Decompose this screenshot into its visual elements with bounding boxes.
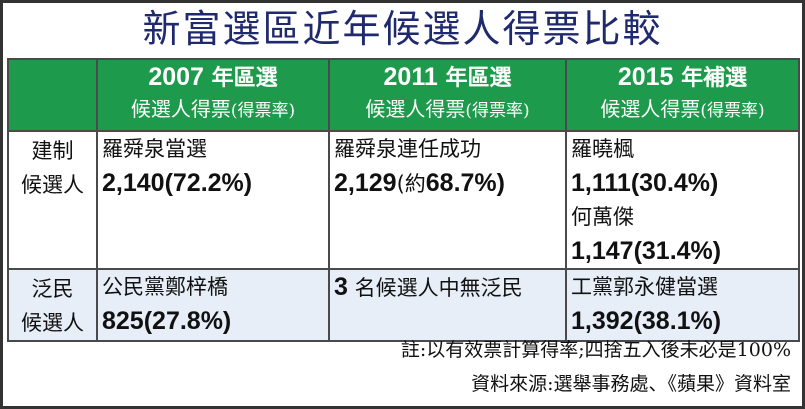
header-2015: 2015 年補選 候選人得票(得票率) bbox=[565, 58, 800, 132]
cell-est-2011: 羅舜泉連任成功 2,129(約68.7%) bbox=[328, 130, 567, 270]
cell-est-2011-name: 羅舜泉連任成功 bbox=[334, 137, 481, 161]
cell-dem-2015-votes: 1,392 bbox=[571, 307, 634, 335]
cell-dem-2007-rate: (27.8%) bbox=[143, 307, 232, 335]
cell-est-2007-rate: (72.2%) bbox=[164, 169, 253, 197]
page-title: 新富選區近年候選人得票比較 bbox=[142, 7, 663, 51]
cell-dem-2015: 工黨郭永健當選 1,392(38.1%) bbox=[565, 268, 800, 342]
comparison-table: 2007 年區選 候選人得票(得票率) 2011 年區選 候選人得票(得票率) … bbox=[7, 58, 800, 342]
row-label-establishment: 建制 候選人 bbox=[7, 130, 98, 270]
table-row-establishment: 建制 候選人 羅舜泉當選 2,140(72.2%) 羅舜泉連任成功 2,129(… bbox=[7, 130, 800, 270]
header-2011-paren: (得票率) bbox=[465, 101, 530, 121]
footnote-source: 資料來源:選舉事務處、《蘋果》資料室 bbox=[471, 373, 791, 395]
row-label-democrat: 泛民 候選人 bbox=[7, 268, 98, 342]
cell-est-2007-votes: 2,140 bbox=[102, 169, 165, 197]
cell-dem-2015-name: 工黨郭永健當選 bbox=[571, 275, 718, 299]
cell-est-2015-rate-2: (31.4%) bbox=[633, 237, 722, 265]
cell-est-2011-about: (約 bbox=[396, 172, 426, 196]
header-empty-cell bbox=[7, 58, 98, 132]
cell-est-2015-name-1: 羅曉楓 bbox=[571, 137, 634, 161]
row-label-establishment-line1: 建制 bbox=[31, 139, 74, 163]
cell-est-2015-votes-1: 1,111 bbox=[571, 169, 631, 197]
cell-est-2007-name: 羅舜泉當選 bbox=[102, 137, 207, 161]
row-label-democrat-line2: 候選人 bbox=[21, 311, 84, 335]
cell-dem-2007-name: 公民黨鄭梓橋 bbox=[102, 275, 228, 299]
cell-dem-2011-count: 3 bbox=[334, 273, 348, 301]
cell-est-2015: 羅曉楓 1,111(30.4%) 何萬傑 1,147(31.4%) bbox=[565, 130, 800, 270]
header-2015-type: 年補選 bbox=[681, 66, 748, 91]
header-2011-year: 2011 bbox=[383, 63, 438, 91]
header-2007-type: 年區選 bbox=[211, 66, 278, 91]
cell-dem-2015-rate: (38.1%) bbox=[633, 307, 722, 335]
table-header-row: 2007 年區選 候選人得票(得票率) 2011 年區選 候選人得票(得票率) … bbox=[7, 58, 800, 132]
table-row-democrat: 泛民 候選人 公民黨鄭梓橋 825(27.8%) 3 名候選人中無泛民 工黨郭永… bbox=[7, 268, 800, 342]
header-2007: 2007 年區選 候選人得票(得票率) bbox=[96, 58, 330, 132]
cell-est-2011-votes: 2,129 bbox=[334, 169, 397, 197]
row-label-democrat-line1: 泛民 bbox=[31, 277, 74, 301]
row-label-establishment-line2: 候選人 bbox=[21, 173, 84, 197]
cell-est-2015-rate-1: (30.4%) bbox=[630, 169, 719, 197]
cell-est-2015-name-2: 何萬傑 bbox=[571, 205, 634, 229]
cell-est-2015-votes-2: 1,147 bbox=[571, 237, 634, 265]
header-2011-sub: 候選人得票 bbox=[365, 97, 466, 121]
cell-dem-2007: 公民黨鄭梓橋 825(27.8%) bbox=[96, 268, 330, 342]
header-2007-sub: 候選人得票 bbox=[130, 97, 231, 121]
cell-est-2007: 羅舜泉當選 2,140(72.2%) bbox=[96, 130, 330, 270]
header-2015-sub: 候選人得票 bbox=[600, 97, 701, 121]
header-2011: 2011 年區選 候選人得票(得票率) bbox=[328, 58, 567, 132]
cell-dem-2011: 3 名候選人中無泛民 bbox=[328, 268, 567, 342]
footnote-calculation: 註:以有效票計算得率;四捨五入後未必是100% bbox=[400, 339, 791, 361]
header-2011-type: 年區選 bbox=[445, 66, 512, 91]
header-2007-year: 2007 bbox=[148, 63, 204, 91]
header-2007-paren: (得票率) bbox=[230, 101, 296, 121]
cell-est-2011-rate: 68.7%) bbox=[425, 169, 505, 197]
header-2015-paren: (得票率) bbox=[700, 101, 765, 121]
cell-dem-2011-text: 名候選人中無泛民 bbox=[354, 276, 523, 300]
header-2015-year: 2015 bbox=[617, 63, 674, 91]
cell-dem-2007-votes: 825 bbox=[102, 307, 144, 335]
